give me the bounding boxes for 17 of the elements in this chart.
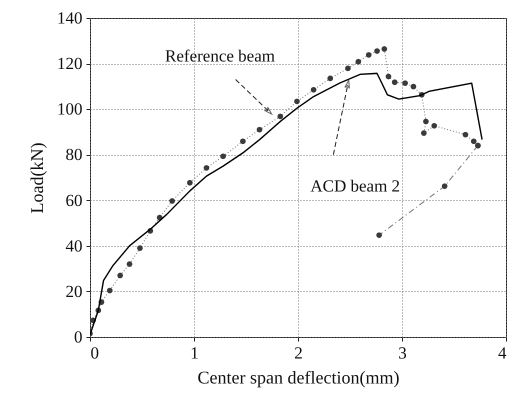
y-tick-label: 140 — [57, 8, 82, 28]
x-axis-title: Center span deflection(mm) — [198, 368, 400, 388]
y-tick-label: 40 — [66, 236, 82, 256]
y-tick-label: 60 — [66, 190, 82, 210]
x-tick-label: 1 — [190, 344, 199, 362]
x-tick-label: 0 — [90, 344, 99, 362]
annotation: ACD beam 2 — [310, 176, 400, 196]
y-tick-label: 120 — [57, 54, 82, 74]
y-tick-label: 20 — [66, 282, 82, 301]
y-tick-label: 100 — [57, 100, 82, 119]
y-axis-title: Load(kN) — [27, 142, 47, 214]
y-tick-label: 0 — [74, 328, 82, 346]
annotation: Reference beam — [165, 46, 275, 66]
x-tick-label: 2 — [294, 344, 303, 362]
y-tick-label: 80 — [66, 145, 82, 164]
x-tick-label: 3 — [398, 344, 407, 362]
x-tick-label: 4 — [498, 344, 507, 362]
